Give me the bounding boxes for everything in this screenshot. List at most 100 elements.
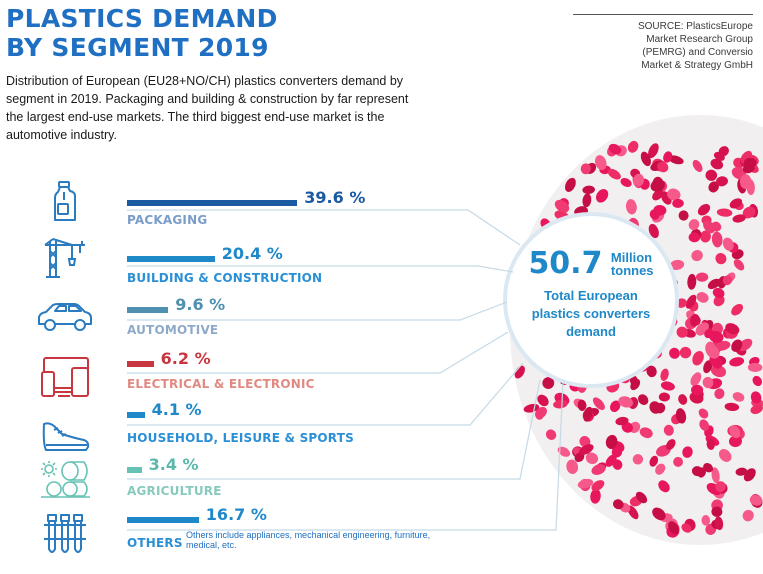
value-household-leisure-sports: 4.1 % <box>151 400 202 419</box>
connector-line <box>127 265 514 273</box>
pellet <box>591 480 605 492</box>
pellet <box>696 292 709 303</box>
pellet <box>711 506 723 517</box>
total-caption-line-2: plastics converters <box>531 306 651 321</box>
pellet <box>557 446 571 457</box>
pellet <box>663 151 673 163</box>
pellet <box>688 232 701 243</box>
pellet <box>731 303 744 316</box>
pellet <box>579 444 594 455</box>
pellet <box>611 446 623 458</box>
connector-line <box>127 379 541 480</box>
pellet <box>620 177 632 188</box>
pellet <box>554 199 570 213</box>
pellet <box>537 394 549 407</box>
pellet <box>705 341 716 357</box>
description-text: Distribution of European (EU28+NO/CH) pl… <box>6 74 409 142</box>
pellet <box>610 400 621 413</box>
pellet <box>747 362 763 373</box>
source-line-2: Market Research Group <box>646 34 753 45</box>
title-line-2: BY SEGMENT 2019 <box>6 33 269 62</box>
pellet <box>649 401 661 414</box>
pellet <box>678 210 689 221</box>
segment-row-electrical-electronic: 6.2 % ELECTRICAL & ELECTRONIC <box>0 350 520 400</box>
pellet <box>653 204 667 216</box>
connector-line <box>127 209 521 246</box>
bar-packaging <box>127 200 298 206</box>
value-others: 16.7 % <box>205 505 267 524</box>
pellet <box>709 330 724 343</box>
pellet <box>715 252 727 265</box>
pellet <box>625 199 637 215</box>
pellet <box>667 188 681 201</box>
pellet <box>722 237 734 251</box>
bar-building-construction <box>127 256 215 262</box>
pellet <box>566 459 579 475</box>
page-title: PLASTICS DEMAND BY SEGMENT 2019 <box>6 4 278 62</box>
pellet <box>545 429 557 440</box>
pellet <box>633 173 645 187</box>
source-note: SOURCE: PlasticsEurope Market Research G… <box>573 14 753 72</box>
pellet <box>718 449 732 462</box>
source-line-4: Market & Strategy GmbH <box>641 60 753 71</box>
connector-line <box>127 362 524 426</box>
pellet <box>621 422 633 433</box>
pellet <box>712 287 725 299</box>
bar-others <box>127 517 199 523</box>
pellet <box>582 193 592 208</box>
pellet <box>580 163 591 175</box>
bar-electrical-electronic <box>127 361 154 367</box>
pellet <box>695 272 709 282</box>
pellet <box>707 278 721 290</box>
sneaker-icon <box>42 422 90 451</box>
pellet <box>650 179 665 192</box>
value-electrical-electronic: 6.2 % <box>160 349 211 368</box>
pellet <box>742 163 755 174</box>
pellet <box>583 406 593 422</box>
pellet <box>605 454 617 467</box>
pellet <box>714 340 731 351</box>
connector-line <box>127 331 509 374</box>
pellet <box>716 176 728 187</box>
pellet <box>579 436 591 447</box>
pellet <box>592 397 605 411</box>
pellet <box>691 384 704 396</box>
pellet <box>703 220 715 234</box>
pellet <box>679 346 692 359</box>
total-unit: Million tonnes <box>611 251 654 277</box>
test-tubes-icon <box>44 514 86 553</box>
crane-icon <box>44 238 85 278</box>
pellet <box>752 375 763 387</box>
pellet <box>663 424 674 436</box>
pellet <box>649 455 659 467</box>
pellet <box>687 273 697 290</box>
pellet <box>652 189 664 201</box>
bar-automotive <box>127 307 169 313</box>
pellet <box>577 478 594 489</box>
pellet <box>668 521 679 535</box>
connector-line <box>127 381 564 531</box>
pellet <box>577 399 587 411</box>
pellet <box>682 446 693 458</box>
pellet <box>697 203 711 216</box>
pellet <box>742 509 754 522</box>
label-others: OTHERS <box>127 536 183 550</box>
pellet <box>635 491 648 504</box>
pellet <box>729 425 741 439</box>
pellet <box>710 158 724 170</box>
pellet <box>690 372 702 386</box>
pellet <box>739 174 752 190</box>
pellet <box>605 434 618 449</box>
pellet <box>658 480 670 493</box>
pellet <box>715 481 726 492</box>
pellet <box>660 381 675 391</box>
pellet <box>657 161 669 173</box>
pellet <box>708 181 719 193</box>
label-agriculture: AGRICULTURE <box>127 484 222 498</box>
pellet <box>585 452 599 465</box>
pellet <box>675 408 687 424</box>
pellet <box>742 206 756 219</box>
